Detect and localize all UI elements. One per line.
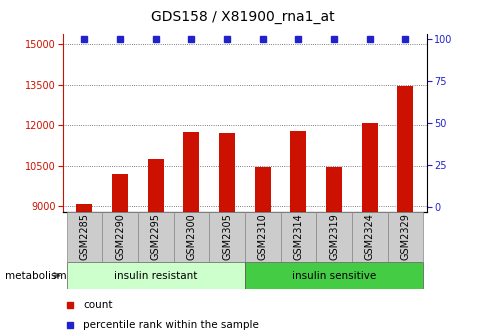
Bar <box>76 204 92 336</box>
Text: GSM2314: GSM2314 <box>293 213 303 260</box>
FancyBboxPatch shape <box>102 212 137 262</box>
Bar <box>396 86 412 336</box>
FancyBboxPatch shape <box>351 212 387 262</box>
Text: GSM2285: GSM2285 <box>79 213 89 260</box>
FancyBboxPatch shape <box>137 212 173 262</box>
Text: GSM2329: GSM2329 <box>400 213 409 260</box>
Bar <box>290 131 306 336</box>
Bar <box>325 167 341 336</box>
Text: GSM2300: GSM2300 <box>186 213 196 260</box>
FancyBboxPatch shape <box>209 212 244 262</box>
Text: GSM2324: GSM2324 <box>364 213 374 260</box>
Text: GSM2319: GSM2319 <box>329 213 338 260</box>
Bar <box>112 174 128 336</box>
Text: percentile rank within the sample: percentile rank within the sample <box>83 320 258 330</box>
FancyBboxPatch shape <box>244 212 280 262</box>
FancyBboxPatch shape <box>316 212 351 262</box>
Bar <box>183 132 199 336</box>
FancyBboxPatch shape <box>66 212 102 262</box>
FancyBboxPatch shape <box>173 212 209 262</box>
Bar <box>219 133 235 336</box>
FancyBboxPatch shape <box>66 262 244 289</box>
Text: metabolism: metabolism <box>5 270 66 281</box>
FancyBboxPatch shape <box>280 212 316 262</box>
Text: count: count <box>83 300 112 310</box>
FancyBboxPatch shape <box>387 212 423 262</box>
Text: GSM2295: GSM2295 <box>151 213 160 260</box>
Text: GSM2305: GSM2305 <box>222 213 232 260</box>
Bar <box>148 159 164 336</box>
Text: GDS158 / X81900_rna1_at: GDS158 / X81900_rna1_at <box>151 10 333 24</box>
Text: insulin sensitive: insulin sensitive <box>291 270 376 281</box>
Bar <box>254 167 270 336</box>
Text: GSM2310: GSM2310 <box>257 213 267 260</box>
FancyBboxPatch shape <box>244 262 423 289</box>
Bar <box>361 123 377 336</box>
Text: GSM2290: GSM2290 <box>115 213 125 260</box>
Text: insulin resistant: insulin resistant <box>114 270 197 281</box>
